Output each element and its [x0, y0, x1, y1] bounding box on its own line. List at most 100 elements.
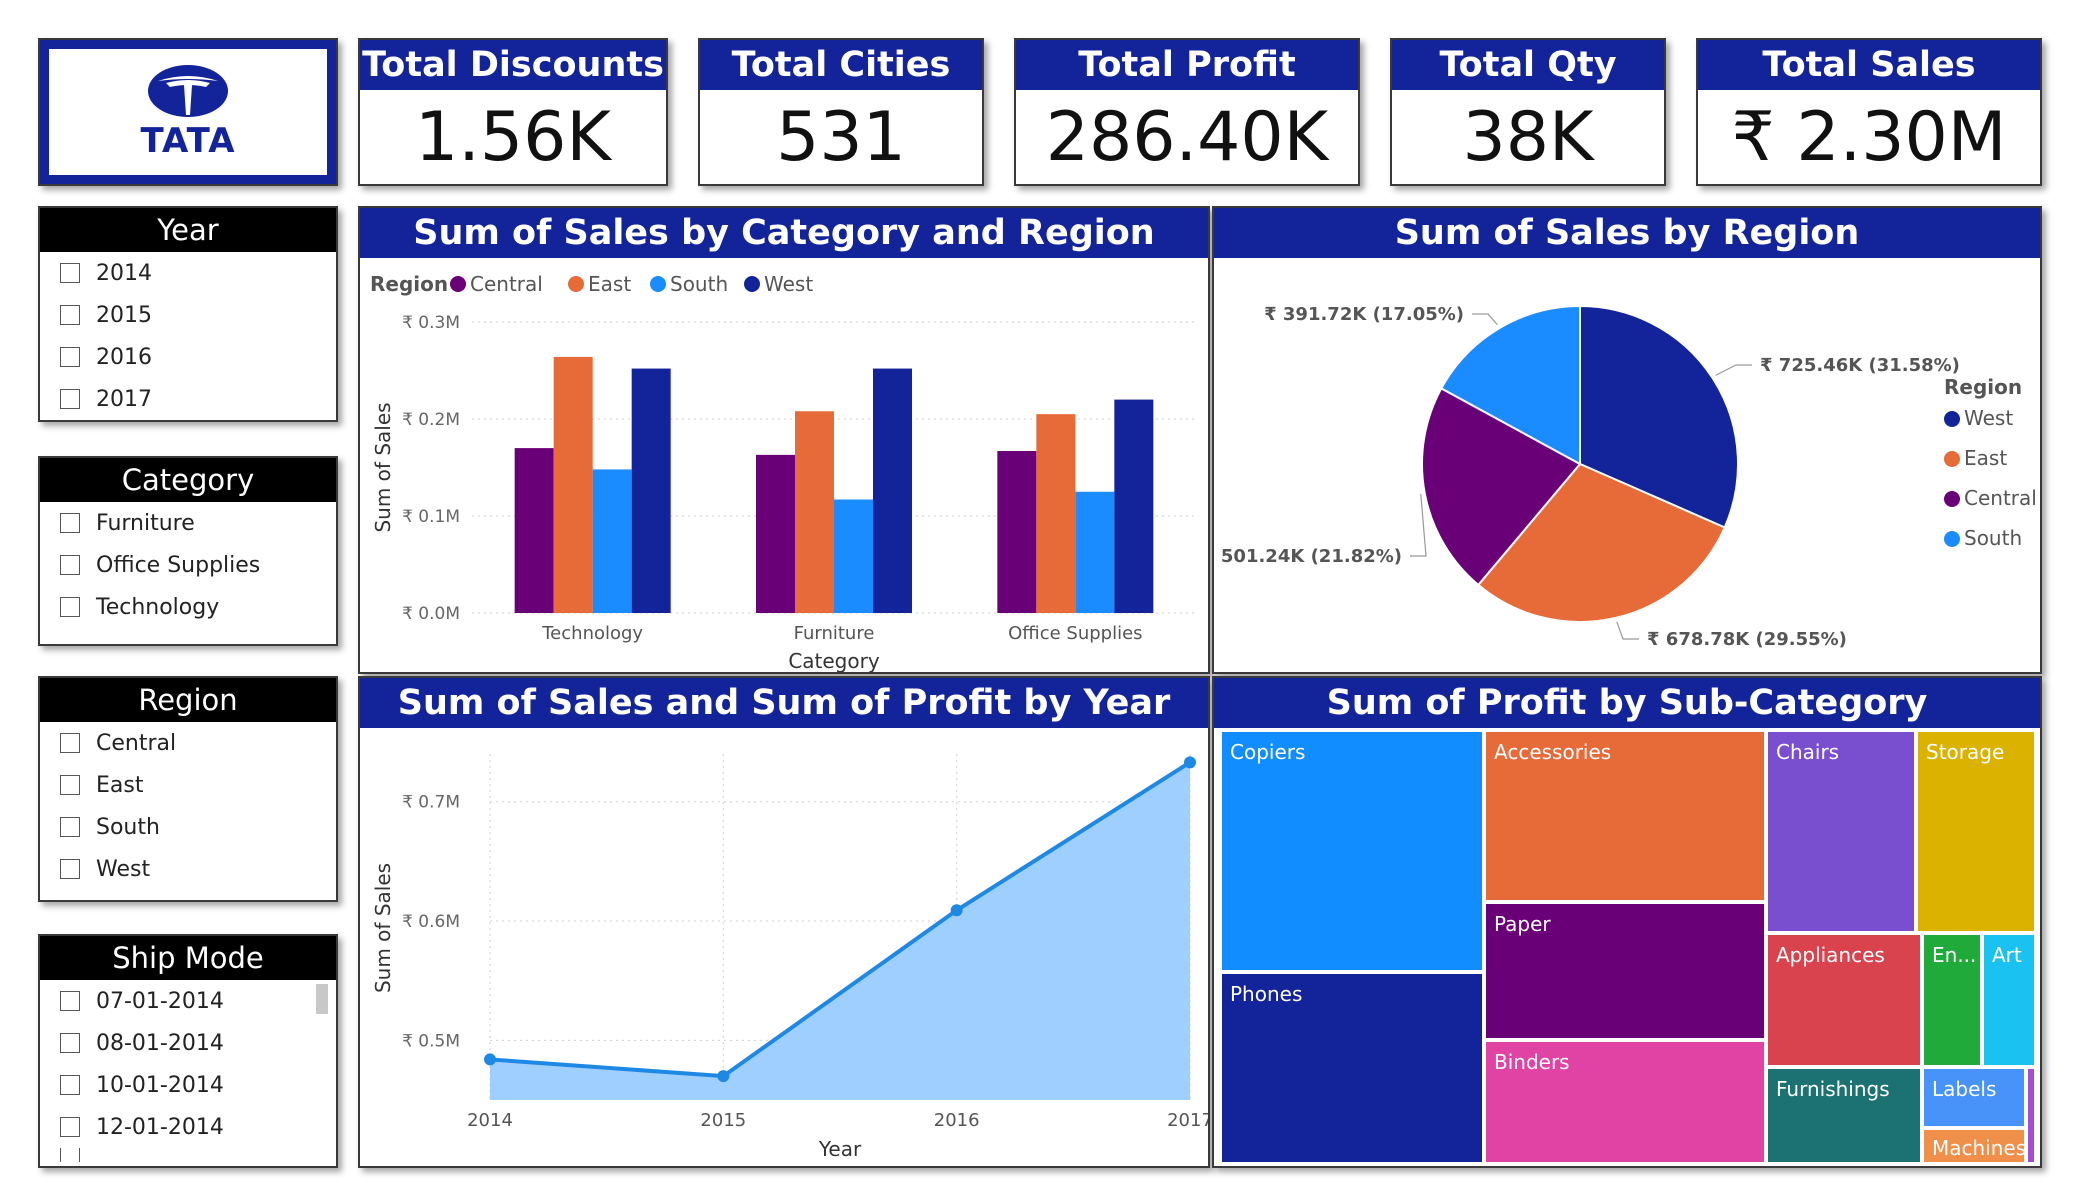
- checkbox[interactable]: [60, 347, 80, 367]
- legend-marker: [1944, 411, 1960, 427]
- leader-line: [1715, 364, 1752, 376]
- treemap-tile-machines[interactable]: Machines: [1922, 1128, 2026, 1164]
- logo-text: TATA: [140, 121, 236, 161]
- pie-slice-west: [1579, 304, 1739, 529]
- slicer-option[interactable]: 07-01-2014: [40, 980, 336, 1022]
- checkbox[interactable]: [60, 1117, 80, 1137]
- tile-label: Accessories: [1494, 740, 1612, 764]
- legend-marker: [650, 276, 666, 292]
- y-axis-title: Sum of Sales: [371, 402, 395, 532]
- slicer-option[interactable]: 2015: [40, 294, 336, 336]
- x-axis-title: Year: [818, 1137, 862, 1161]
- treemap-tile-copiers[interactable]: Copiers: [1220, 730, 1484, 972]
- treemap-tile-storage[interactable]: Storage: [1916, 730, 2036, 933]
- checkbox[interactable]: [60, 991, 80, 1011]
- legend-marker: [744, 276, 760, 292]
- kpi-value: 1.56K: [415, 97, 611, 177]
- legend-marker: [1944, 491, 1960, 507]
- slicer-option[interactable]: Furniture: [40, 502, 336, 544]
- legend-marker: [568, 276, 584, 292]
- checkbox[interactable]: [60, 597, 80, 617]
- slicer-scrollbar[interactable]: [316, 984, 328, 1014]
- region-slicer: Region Central East South West: [38, 676, 338, 902]
- bar-west-technology: [631, 368, 671, 613]
- legend-label: West: [764, 272, 813, 296]
- y-tick-label: ₹ 0.5M: [402, 1031, 460, 1051]
- slicer-option-partial[interactable]: [40, 1148, 336, 1162]
- pie-chart: ₹ 725.46K (31.58%) ₹ 678.78K (29.55%) ₹ 50…: [1214, 304, 2037, 650]
- bar-central-technology: [514, 448, 554, 613]
- treemap-tile-art[interactable]: Art: [1982, 933, 2036, 1067]
- legend-label: South: [670, 272, 728, 296]
- kpi-value: 286.40K: [1045, 97, 1329, 177]
- profit-by-subcategory-panel: Sum of Profit by Sub-Category Copiers Ph…: [1212, 676, 2042, 1168]
- option-label: Office Supplies: [96, 552, 261, 578]
- legend-label: West: [1964, 406, 2013, 430]
- checkbox[interactable]: [60, 817, 80, 837]
- slicer-option[interactable]: 08-01-2014: [40, 1022, 336, 1064]
- y-tick-label: ₹ 0.3M: [402, 313, 460, 333]
- checkbox[interactable]: [60, 263, 80, 283]
- pie-slice-east: [1476, 462, 1727, 623]
- slicer-option[interactable]: 2016: [40, 336, 336, 378]
- treemap-tile-chairs[interactable]: Chairs: [1766, 730, 1916, 933]
- slicer-option[interactable]: West: [40, 848, 336, 890]
- kpi-label: Total Qty: [1392, 40, 1664, 90]
- treemap-tile-paper[interactable]: Paper: [1484, 902, 1766, 1040]
- checkbox[interactable]: [60, 733, 80, 753]
- treemap-tile-small[interactable]: [2026, 1067, 2036, 1164]
- slicer-option[interactable]: Technology: [40, 586, 336, 628]
- checkbox[interactable]: [60, 1033, 80, 1053]
- tile-label: Copiers: [1230, 740, 1306, 764]
- kpi-total-profit: Total Profit 286.40K: [1014, 38, 1360, 186]
- treemap-tile-accessories[interactable]: Accessories: [1484, 730, 1766, 902]
- bar-west-furniture: [873, 368, 912, 613]
- checkbox[interactable]: [60, 1075, 80, 1095]
- leader-line: [1410, 493, 1427, 557]
- checkbox[interactable]: [60, 859, 80, 879]
- treemap-tile-envelopes[interactable]: En...: [1922, 933, 1982, 1067]
- bar-east-technology: [553, 356, 593, 613]
- slicer-option[interactable]: 12-01-2014: [40, 1106, 336, 1148]
- tile-label: Machines: [1932, 1136, 2026, 1160]
- checkbox[interactable]: [60, 513, 80, 533]
- checkbox[interactable]: [60, 775, 80, 795]
- data-point: [484, 1053, 496, 1066]
- slicer-option[interactable]: East: [40, 764, 336, 806]
- slicer-title: Year: [40, 208, 336, 252]
- checkbox[interactable]: [60, 389, 80, 409]
- sales-by-category-region-panel: Sum of Sales by Category and Region Regi…: [358, 206, 1210, 674]
- checkbox[interactable]: [60, 555, 80, 575]
- slicer-option[interactable]: South: [40, 806, 336, 848]
- checkbox[interactable]: [60, 1148, 80, 1162]
- kpi-label: Total Sales: [1698, 40, 2040, 90]
- slicer-option[interactable]: 10-01-2014: [40, 1064, 336, 1106]
- option-label: Central: [96, 730, 177, 756]
- option-label: East: [96, 772, 144, 798]
- panel-title: Sum of Profit by Sub-Category: [1214, 678, 2040, 728]
- slicer-option[interactable]: 2017: [40, 378, 336, 420]
- y-tick-label: ₹ 0.6M: [402, 912, 460, 932]
- treemap-tile-phones[interactable]: Phones: [1220, 972, 1484, 1164]
- checkbox[interactable]: [60, 305, 80, 325]
- tile-label: Paper: [1494, 912, 1551, 936]
- kpi-label: Total Profit: [1016, 40, 1358, 90]
- treemap-tile-binders[interactable]: Binders: [1484, 1040, 1766, 1164]
- treemap-tile-furnishings[interactable]: Furnishings: [1766, 1067, 1922, 1164]
- x-tick-label: 2016: [934, 1110, 980, 1131]
- option-label: Technology: [96, 594, 220, 620]
- treemap-tile-appliances[interactable]: Appliances: [1766, 933, 1922, 1067]
- bar-west-office-supplies: [1114, 399, 1154, 613]
- slicer-option[interactable]: 2014: [40, 252, 336, 294]
- slicer-option[interactable]: Office Supplies: [40, 544, 336, 586]
- tile-label: Binders: [1494, 1050, 1570, 1074]
- ship-mode-slicer: Ship Mode 07-01-2014 08-01-2014 10-01-20…: [38, 934, 338, 1168]
- treemap-tile-labels[interactable]: Labels: [1922, 1067, 2026, 1128]
- panel-title: Sum of Sales and Sum of Profit by Year: [360, 678, 1208, 728]
- sales-profit-by-year-panel: Sum of Sales and Sum of Profit by Year ₹…: [358, 676, 1210, 1168]
- option-label: 2016: [96, 344, 152, 370]
- treemap: Copiers Phones Accessories Paper Binders…: [1220, 730, 2036, 1164]
- slicer-option[interactable]: Central: [40, 722, 336, 764]
- x-axis-title: Category: [788, 649, 880, 672]
- tile-label: Phones: [1230, 982, 1303, 1006]
